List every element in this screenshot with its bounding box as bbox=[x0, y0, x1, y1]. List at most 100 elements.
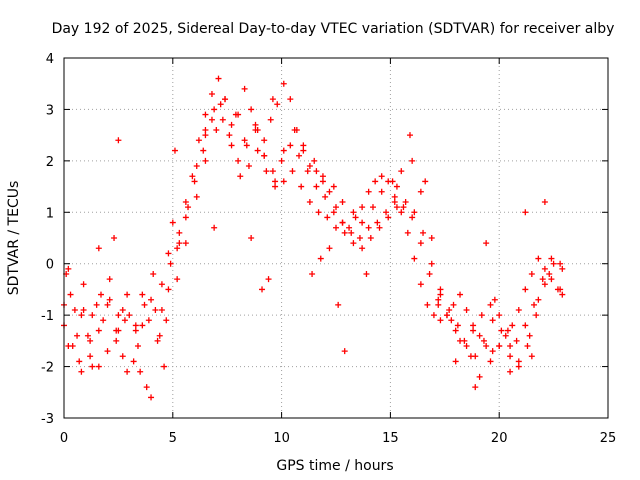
data-point bbox=[137, 368, 144, 375]
data-point bbox=[132, 322, 139, 329]
data-point bbox=[261, 152, 268, 159]
grid bbox=[64, 58, 608, 418]
data-point bbox=[193, 163, 200, 169]
data-point bbox=[245, 163, 252, 169]
data-point bbox=[369, 204, 376, 211]
data-point bbox=[341, 348, 348, 355]
data-point bbox=[478, 312, 485, 319]
data-point bbox=[487, 358, 494, 365]
data-point bbox=[87, 353, 94, 360]
data-point bbox=[208, 91, 215, 97]
data-point bbox=[272, 178, 279, 185]
series-0 bbox=[61, 75, 566, 355]
data-point bbox=[300, 142, 307, 149]
y-tick-label: 4 bbox=[46, 52, 54, 67]
data-point bbox=[119, 307, 126, 313]
data-point bbox=[389, 178, 396, 185]
data-point bbox=[346, 224, 353, 231]
data-point bbox=[211, 224, 218, 231]
data-point bbox=[317, 255, 324, 262]
data-point bbox=[509, 322, 516, 329]
data-point bbox=[365, 224, 372, 231]
series-4 bbox=[65, 96, 548, 401]
data-point bbox=[169, 219, 176, 226]
data-point bbox=[165, 250, 172, 257]
data-point bbox=[507, 353, 514, 360]
data-point bbox=[448, 317, 455, 324]
data-point bbox=[489, 317, 496, 324]
data-point bbox=[208, 116, 215, 123]
data-point bbox=[280, 80, 287, 87]
data-point bbox=[148, 296, 155, 303]
y-axis: -3 -2 -1 0 1 2 3 4 bbox=[41, 52, 608, 427]
data-point bbox=[341, 229, 348, 236]
data-point bbox=[202, 127, 209, 133]
data-point bbox=[119, 353, 126, 360]
data-point bbox=[65, 265, 72, 272]
y-tick-label: 3 bbox=[46, 103, 54, 118]
data-point bbox=[559, 265, 566, 272]
data-point bbox=[65, 343, 72, 349]
data-point bbox=[330, 209, 337, 216]
data-point bbox=[333, 204, 339, 211]
data-point bbox=[400, 204, 407, 211]
data-point bbox=[470, 327, 477, 334]
data-point bbox=[404, 229, 411, 236]
data-point bbox=[226, 132, 233, 139]
data-point bbox=[252, 127, 259, 133]
data-point bbox=[522, 286, 529, 293]
x-tick-label: 20 bbox=[491, 431, 508, 446]
data-point bbox=[185, 204, 192, 211]
data-point bbox=[163, 317, 170, 324]
data-point bbox=[524, 343, 531, 349]
data-point bbox=[409, 214, 416, 221]
data-point bbox=[291, 127, 298, 133]
data-point bbox=[95, 327, 102, 334]
data-point bbox=[87, 337, 94, 344]
data-point bbox=[454, 322, 461, 329]
data-point bbox=[182, 199, 189, 205]
data-point bbox=[446, 307, 453, 313]
data-point bbox=[422, 178, 429, 185]
data-point bbox=[156, 332, 163, 339]
data-point bbox=[546, 271, 553, 277]
data-point bbox=[496, 312, 503, 319]
data-point bbox=[541, 265, 548, 272]
data-point bbox=[437, 286, 444, 293]
data-point bbox=[261, 137, 268, 144]
data-point bbox=[457, 291, 464, 298]
data-point bbox=[472, 384, 479, 391]
data-point bbox=[228, 121, 235, 128]
data-point bbox=[115, 312, 122, 319]
data-point bbox=[97, 291, 104, 298]
data-point bbox=[522, 209, 529, 216]
data-point bbox=[124, 368, 131, 375]
data-point bbox=[211, 106, 218, 113]
data-point bbox=[176, 229, 183, 236]
data-point bbox=[457, 337, 464, 344]
data-point bbox=[393, 183, 400, 190]
data-point bbox=[148, 394, 155, 401]
data-point bbox=[483, 240, 490, 247]
data-point bbox=[287, 96, 294, 103]
data-point bbox=[476, 373, 483, 380]
data-points bbox=[61, 75, 566, 401]
data-point bbox=[350, 240, 357, 247]
data-point bbox=[121, 317, 128, 324]
data-point bbox=[265, 276, 272, 283]
data-point bbox=[435, 301, 442, 308]
data-point bbox=[145, 317, 152, 324]
data-point bbox=[487, 301, 494, 308]
data-point bbox=[71, 307, 78, 313]
data-point bbox=[252, 121, 259, 128]
data-point bbox=[274, 101, 281, 108]
data-point bbox=[502, 332, 509, 339]
data-point bbox=[296, 152, 303, 159]
data-point bbox=[300, 147, 307, 154]
data-point bbox=[154, 337, 161, 344]
data-point bbox=[498, 327, 505, 334]
data-point bbox=[176, 240, 183, 247]
data-point bbox=[496, 343, 503, 349]
data-point bbox=[409, 157, 416, 164]
data-point bbox=[515, 358, 522, 365]
